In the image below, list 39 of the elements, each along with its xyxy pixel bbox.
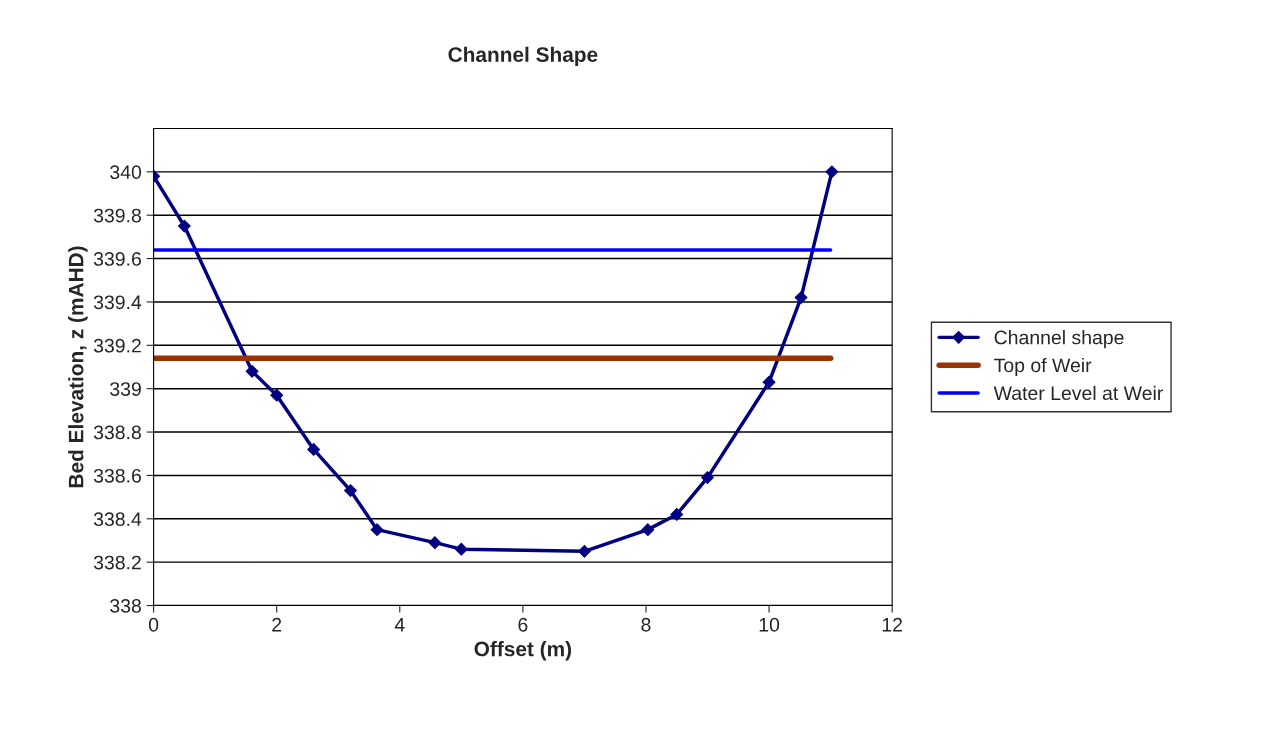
point [794, 291, 808, 305]
x-tick-label: 4 [394, 618, 405, 632]
point [454, 542, 468, 556]
chart-title: Channel Shape [448, 46, 598, 67]
point [762, 375, 776, 389]
y-tick-label: 338.6 [93, 468, 141, 483]
point [270, 388, 284, 402]
point [307, 443, 321, 456]
point [825, 165, 839, 179]
point [701, 471, 714, 485]
x-axis-title: Offset (m) [474, 641, 572, 661]
x-tick-label: 0 [148, 617, 159, 632]
point [245, 364, 259, 378]
y-tick-label: 338.8 [93, 425, 141, 440]
y-tick-label: 338.2 [93, 555, 141, 570]
y-tick-label: 340 [110, 165, 142, 180]
x-tick-label: 6 [518, 617, 528, 632]
y-axis-title: Bed Elevation, z (mAHD) [68, 246, 88, 488]
x-tick-label: 8 [641, 617, 651, 632]
x-tick-label: 10 [759, 617, 780, 632]
x-tick-label: 2 [272, 617, 282, 632]
y-tick-label: 339.8 [93, 208, 141, 223]
point [177, 219, 191, 233]
x-tick-label: 12 [882, 617, 902, 632]
legend-label: Channel shape [994, 330, 1124, 349]
point [670, 508, 684, 521]
point [344, 484, 357, 498]
y-tick-label: 338 [110, 599, 141, 613]
legend-label: Top of Weir [994, 357, 1092, 377]
legend-label: Water Level at Weir [993, 385, 1163, 401]
y-tick-label: 339.6 [93, 252, 141, 266]
y-tick-label: 339 [110, 382, 141, 396]
point [578, 544, 591, 558]
point [428, 536, 442, 550]
y-tick-label: 338.4 [93, 512, 142, 527]
point [641, 523, 655, 537]
point [370, 523, 384, 537]
y-tick-label: 339.2 [93, 338, 141, 353]
y-tick-label: 339.4 [93, 295, 142, 310]
